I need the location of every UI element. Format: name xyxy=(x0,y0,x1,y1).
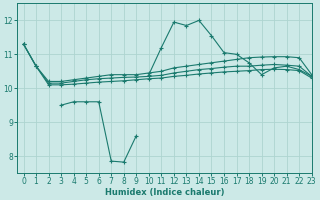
X-axis label: Humidex (Indice chaleur): Humidex (Indice chaleur) xyxy=(105,188,224,197)
